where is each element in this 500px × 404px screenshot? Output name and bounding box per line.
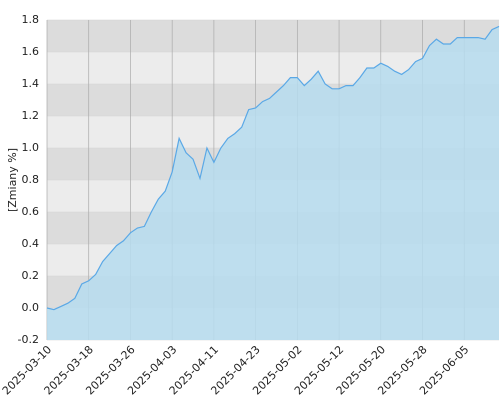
area-fill xyxy=(47,26,499,341)
y-tick-label: 0.4 xyxy=(22,237,40,250)
line xyxy=(46,25,500,311)
y-tick-label: 1.8 xyxy=(22,13,40,26)
y-tick-label: 0.2 xyxy=(22,269,40,282)
y-tick-label: 1.2 xyxy=(22,109,40,122)
y-tick-label: 0.8 xyxy=(22,173,40,186)
band xyxy=(47,20,499,52)
y-tick-label: 1.6 xyxy=(22,45,40,58)
y-tick-label: 1.4 xyxy=(22,77,40,90)
y-axis-label: [Zmiany %] xyxy=(6,148,19,212)
y-tick-label: -0.2 xyxy=(18,333,39,346)
y-tick-label: 1.0 xyxy=(22,141,40,154)
y-tick-label: 0.0 xyxy=(22,301,40,314)
y-tick-label: 0.6 xyxy=(22,205,40,218)
